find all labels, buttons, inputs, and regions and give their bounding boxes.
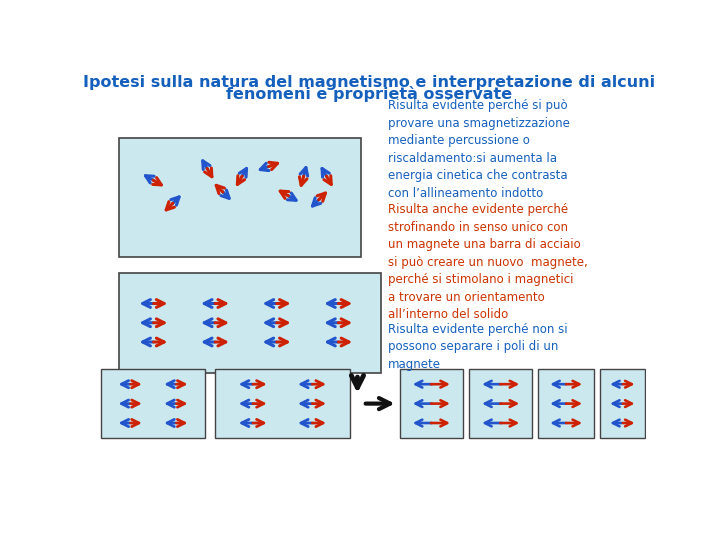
Text: Risulta evidente perché non si
possono separare i poli di un
magnete: Risulta evidente perché non si possono s… (388, 323, 568, 371)
FancyBboxPatch shape (119, 138, 361, 257)
FancyBboxPatch shape (119, 273, 381, 373)
Text: Ipotesi sulla natura del magnetismo e interpretazione di alcuni: Ipotesi sulla natura del magnetismo e in… (83, 75, 655, 90)
FancyBboxPatch shape (600, 369, 644, 438)
FancyBboxPatch shape (400, 369, 463, 438)
FancyBboxPatch shape (215, 369, 350, 438)
Text: fenomeni e proprietà osservate: fenomeni e proprietà osservate (226, 86, 512, 103)
Text: Risulta evidente perché si può
provare una smagnetizzazione
mediante percussione: Risulta evidente perché si può provare u… (388, 99, 570, 200)
FancyBboxPatch shape (101, 369, 205, 438)
FancyBboxPatch shape (469, 369, 532, 438)
Text: Risulta anche evidente perché
strofinando in senso unico con
un magnete una barr: Risulta anche evidente perché strofinand… (388, 204, 588, 321)
FancyBboxPatch shape (539, 369, 594, 438)
